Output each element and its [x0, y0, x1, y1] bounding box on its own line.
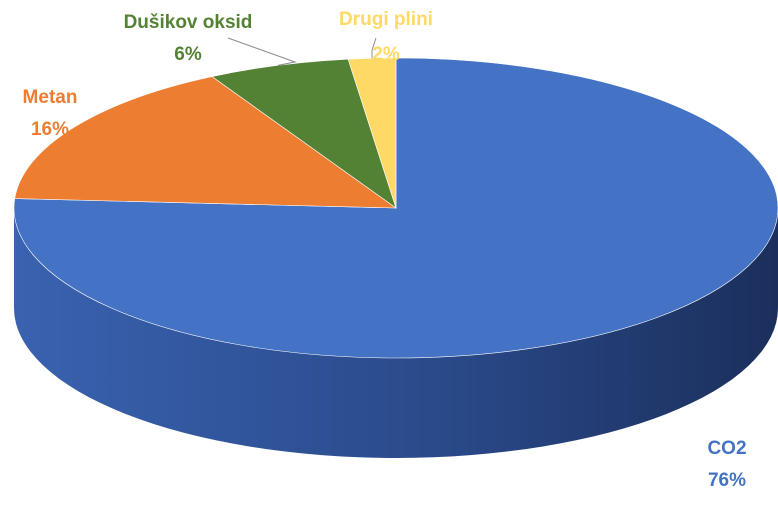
- slice-label-dusikov-oksid: Dušikov oksid: [124, 12, 253, 33]
- leader-line-dusikov-oksid: [227, 37, 297, 66]
- pie-slice-drugi-plini: [347, 57, 397, 209]
- pie-side-co2: [14, 208, 778, 458]
- slice-value-dusikov-oksid: 6%: [174, 44, 202, 65]
- slice-value-co2: 76%: [708, 470, 746, 491]
- slice-value-metan: 16%: [31, 119, 69, 140]
- slice-label-drugi-plini: Drugi plini: [339, 9, 433, 30]
- leader-line-drugi-plini: [371, 37, 377, 59]
- pie-slice-metan: [14, 76, 397, 209]
- slice-label-co2: CO2: [707, 438, 746, 459]
- slice-value-drugi-plini: 2%: [372, 44, 400, 65]
- slice-label-metan: Metan: [23, 87, 78, 108]
